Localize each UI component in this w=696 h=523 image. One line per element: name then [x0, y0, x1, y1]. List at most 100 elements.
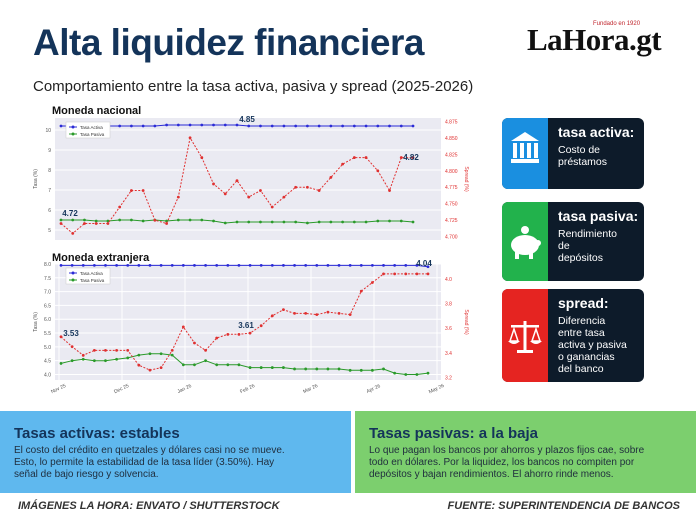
- data-point: [59, 124, 63, 128]
- data-point: [415, 272, 419, 276]
- card-desc-line: entre tasa: [558, 327, 605, 339]
- card-spread: spread: Diferencia entre tasa activa y p…: [502, 289, 644, 382]
- data-point: [153, 124, 157, 128]
- chart-title-extranjera: Moneda extranjera: [52, 252, 150, 264]
- card-tasa-pasiva: tasa pasiva: Rendimiento de depósitos: [502, 202, 644, 281]
- x-tick-label: Nov 25: [50, 383, 67, 395]
- data-point: [426, 371, 430, 375]
- panel-text-line: depósitos y bajan rendimientos. El ahorr…: [369, 469, 614, 480]
- data-point: [159, 352, 163, 356]
- card-desc-line: o ganancias: [558, 351, 615, 363]
- bank-icon: [511, 132, 539, 163]
- page-title: Alta liquidez financiera: [33, 22, 424, 63]
- data-point: [137, 263, 141, 267]
- data-point: [294, 124, 298, 128]
- data-point: [364, 220, 368, 224]
- x-tick-label: Jan 26: [177, 383, 193, 395]
- data-point: [270, 263, 274, 267]
- data-point: [270, 124, 274, 128]
- data-point: [382, 272, 385, 276]
- data-point: [159, 263, 163, 267]
- card-icon-bg: [502, 289, 548, 382]
- data-point: [306, 124, 309, 128]
- data-point: [359, 368, 363, 372]
- data-point: [226, 363, 230, 367]
- data-point: [126, 348, 130, 352]
- data-point: [200, 156, 204, 159]
- data-point: [270, 366, 274, 369]
- data-point: [388, 189, 391, 192]
- y-right-tick-label: 4.725: [445, 218, 458, 224]
- footer-credit: IMÁGENES LA HORA: ENVATO / SHUTTERSTOCK: [18, 500, 280, 512]
- y-tick-label: 7: [48, 188, 51, 194]
- data-point: [81, 353, 85, 357]
- chart-title-nacional: Moneda nacional: [52, 105, 142, 117]
- data-point: [337, 367, 341, 371]
- data-point: [170, 348, 174, 352]
- data-point: [376, 219, 380, 223]
- data-point: [115, 357, 119, 361]
- data-point: [359, 263, 363, 267]
- data-point: [118, 205, 122, 209]
- data-point: [59, 362, 63, 365]
- data-point: [181, 325, 185, 329]
- data-point: [282, 220, 286, 224]
- chart-moneda-nacional: 10 9 8 7 6 5 4.875 4.850 4.825 4.800 4.775 4.750 4.7…: [33, 115, 469, 241]
- legend-label: Tasa Activa: [80, 125, 103, 130]
- data-point: [337, 263, 341, 267]
- data-point: [181, 363, 185, 367]
- data-point: [137, 353, 141, 357]
- data-point: [159, 366, 163, 370]
- data-point: [204, 263, 207, 267]
- data-point: [411, 220, 415, 224]
- data-point: [94, 219, 98, 223]
- data-point: [237, 263, 241, 267]
- data-point: [193, 263, 196, 267]
- scale-icon: [508, 321, 542, 353]
- data-point: [341, 162, 344, 166]
- data-point: [393, 371, 397, 375]
- data-point: [94, 222, 98, 225]
- data-point: [188, 123, 192, 127]
- data-point: [294, 185, 298, 189]
- data-point: [148, 368, 152, 372]
- data-point: [81, 263, 85, 267]
- y-axis-label: Tasa (%): [33, 169, 39, 189]
- data-point: [317, 220, 321, 224]
- panel-title: Tasas activas: estables: [14, 425, 180, 442]
- data-point: [141, 219, 145, 223]
- panel-text-line: señal de bajo riesgo y solvencia.: [14, 469, 159, 480]
- data-point: [71, 232, 75, 235]
- data-point: [188, 136, 192, 140]
- data-point: [359, 289, 363, 293]
- panel-text-line: El costo del crédito en quetzales y dóla…: [14, 445, 285, 456]
- y-right-tick-label: 4.0: [445, 277, 452, 283]
- data-point: [71, 218, 75, 222]
- y-right-tick-label: 4.850: [445, 136, 458, 142]
- data-point: [259, 220, 262, 224]
- data-point: [137, 363, 141, 367]
- data-point: [352, 220, 356, 224]
- data-point: [370, 368, 374, 372]
- piggy-bank-icon: [511, 226, 541, 259]
- data-point: [235, 220, 239, 224]
- data-point: [404, 373, 408, 376]
- data-point: [59, 218, 63, 222]
- y-tick-label: 4.0: [44, 372, 51, 378]
- data-point: [326, 310, 330, 314]
- data-point: [248, 366, 252, 369]
- legend-label: Tasa Activa: [80, 271, 103, 276]
- y-right-axis-label: Spread (%): [463, 166, 469, 192]
- legend-label: Tasa Pasiva: [80, 278, 105, 283]
- series-line-tasa-activa: [61, 264, 429, 268]
- data-point: [115, 263, 119, 267]
- data-point: [148, 352, 152, 356]
- data-point: [248, 263, 252, 267]
- data-point: [270, 220, 274, 224]
- data-point: [282, 263, 285, 267]
- data-point: [348, 263, 352, 267]
- data-point: [259, 324, 263, 328]
- card-desc-line: del banco: [558, 363, 604, 375]
- y-tick-label: 6: [48, 208, 51, 214]
- data-point: [317, 189, 321, 192]
